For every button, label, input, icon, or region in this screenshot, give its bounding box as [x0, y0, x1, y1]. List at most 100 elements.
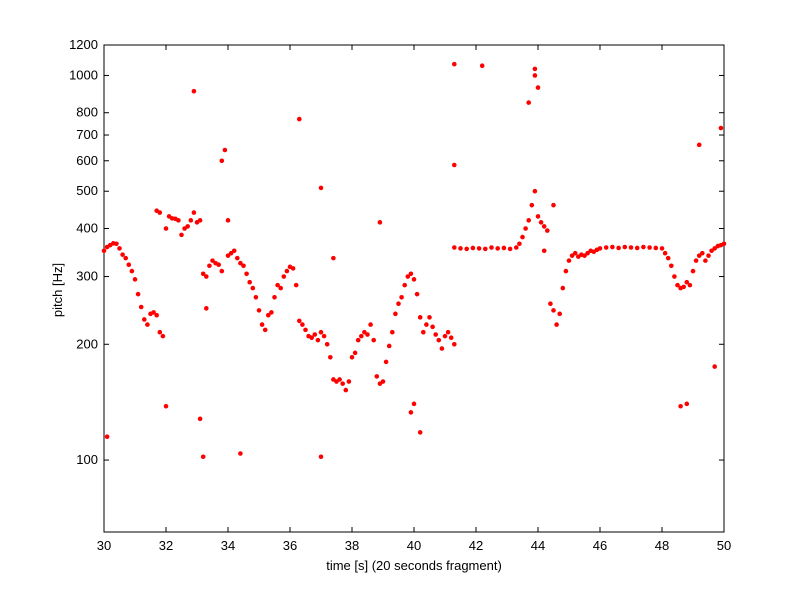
y-tick-label: 1000	[69, 67, 98, 82]
y-tick-label: 300	[76, 269, 98, 284]
data-points	[101, 61, 727, 460]
pitch-point	[231, 248, 237, 254]
pitch-point	[464, 246, 470, 252]
pitch-point	[135, 291, 141, 297]
plot-frame	[103, 44, 725, 533]
pitch-point	[259, 322, 265, 327]
pitch-point	[309, 335, 315, 341]
axes: 30 32 34 36 38 40 42 44 46 48 50 100 200 300 400 500 600…	[69, 37, 731, 553]
pitch-point	[151, 310, 156, 315]
pitch-point	[328, 354, 333, 360]
x-tick-label: 36	[283, 538, 297, 553]
pitch-point	[452, 341, 457, 347]
pitch-point	[185, 224, 190, 229]
pitch-point	[293, 282, 299, 288]
pitch-point	[126, 262, 132, 268]
pitch-point	[421, 329, 426, 335]
pitch-point	[647, 245, 652, 250]
x-tick-label: 44	[531, 538, 545, 553]
pitch-point	[603, 245, 609, 250]
y-tick-label: 200	[76, 336, 98, 351]
x-axis-label: time [s] (20 seconds fragment)	[326, 558, 502, 573]
pitch-point	[566, 258, 572, 263]
pitch-point	[290, 266, 296, 271]
pitch-point	[507, 246, 513, 252]
pitch-point	[154, 312, 159, 318]
y-tick-label: 400	[76, 220, 98, 235]
pitch-point	[256, 308, 262, 313]
pitch-point	[712, 364, 717, 369]
pitch-point	[411, 401, 417, 407]
pitch-point	[448, 335, 454, 341]
pitch-point	[129, 268, 135, 274]
pitch-point	[120, 252, 125, 257]
pitch-point	[439, 346, 445, 351]
pitch-point	[535, 214, 541, 219]
pitch-point	[269, 310, 274, 315]
pitch-point	[188, 218, 194, 223]
pitch-point	[433, 332, 439, 337]
pitch-point	[250, 285, 256, 291]
pitch-point	[275, 282, 280, 288]
pitch-point	[365, 332, 370, 337]
y-tick-label: 800	[76, 105, 98, 120]
pitch-point	[470, 245, 476, 251]
pitch-point	[163, 403, 169, 409]
pitch-point	[399, 294, 404, 300]
pitch-point	[346, 379, 352, 384]
pitch-point	[402, 282, 408, 288]
pitch-point	[191, 210, 197, 215]
pitch-point	[517, 241, 522, 247]
pitch-point	[678, 403, 683, 409]
pitch-point	[318, 329, 324, 335]
pitch-point	[526, 218, 531, 223]
pitch-point	[117, 246, 122, 251]
pitch-point	[529, 202, 535, 208]
pitch-point	[324, 341, 330, 347]
pitch-point	[160, 333, 166, 339]
x-tick-label: 40	[407, 538, 421, 553]
pitch-point	[318, 454, 324, 460]
pitch-point	[253, 294, 259, 300]
pitch-point	[718, 125, 724, 131]
pitch-point	[390, 329, 395, 335]
pitch-point	[331, 255, 336, 261]
pitch-point	[483, 246, 488, 252]
pitch-point	[318, 185, 324, 191]
pitch-point	[430, 324, 435, 330]
pitch-point	[408, 271, 414, 277]
pitch-point	[138, 304, 144, 310]
pitch-point	[538, 220, 544, 225]
x-tick-label: 30	[97, 538, 111, 553]
pitch-point	[532, 73, 538, 78]
pitch-point	[684, 279, 690, 285]
pitch-point	[690, 268, 696, 274]
pitch-point	[197, 218, 203, 223]
pitch-point	[297, 116, 302, 122]
pitch-point	[514, 245, 519, 250]
pitch-point	[411, 277, 417, 282]
x-tick-label: 50	[717, 538, 731, 553]
pitch-point	[557, 311, 562, 317]
pitch-point	[104, 434, 110, 440]
pitch-point	[641, 244, 646, 250]
pitch-point	[355, 337, 361, 343]
pitch-point	[272, 294, 277, 300]
pitch-point	[532, 66, 538, 72]
pitch-point	[489, 245, 494, 250]
y-tick-label: 1200	[69, 37, 98, 52]
pitch-point	[417, 430, 423, 435]
pitch-point	[495, 246, 501, 251]
pitch-point	[380, 379, 386, 384]
pitch-point	[225, 253, 231, 258]
pitch-point	[452, 61, 457, 67]
x-tick-label: 34	[221, 538, 235, 553]
pitch-point	[204, 306, 209, 311]
pitch-point	[262, 327, 268, 333]
pitch-point	[278, 285, 284, 291]
pitch-point	[383, 359, 389, 365]
x-tick-label: 42	[469, 538, 483, 553]
pitch-point	[545, 228, 550, 233]
pitch-point	[204, 274, 209, 279]
pitch-point	[244, 271, 249, 277]
